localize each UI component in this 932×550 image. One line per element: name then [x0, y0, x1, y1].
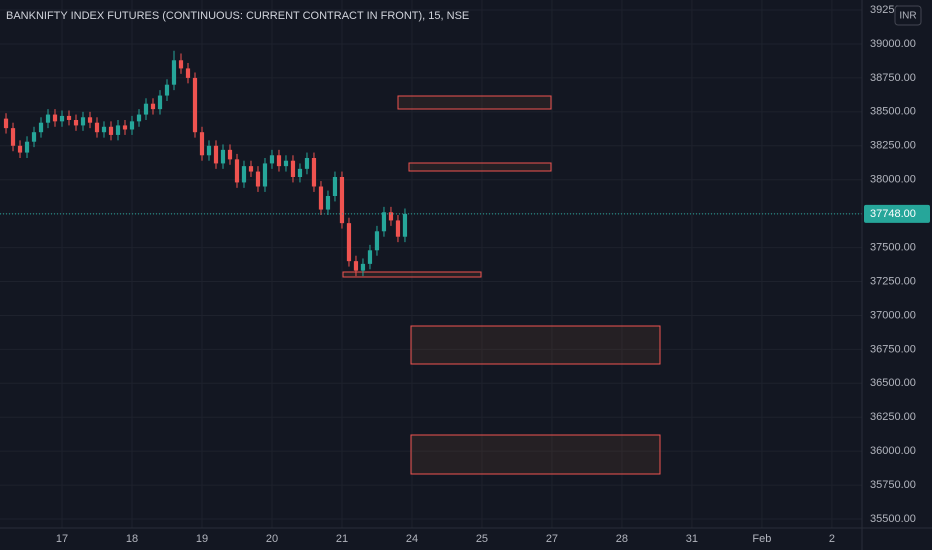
candle-body — [304, 157, 310, 169]
candle-body — [360, 263, 366, 271]
last-price-tag — [864, 204, 930, 223]
x-tick-label: 2 — [829, 533, 835, 545]
candle-body — [402, 213, 408, 237]
candle-body — [94, 122, 100, 133]
x-tick-label: 21 — [336, 533, 348, 545]
candle-body — [332, 176, 338, 196]
chart-title: BANKNIFTY INDEX FUTURES (CONTINUOUS: CUR… — [6, 10, 469, 22]
y-tick-label: 38500.00 — [870, 106, 916, 118]
candle-body — [227, 149, 233, 160]
candle-body — [38, 122, 44, 133]
x-tick-label: 31 — [686, 533, 698, 545]
y-tick-label: 36250.00 — [870, 411, 916, 423]
candle-body — [346, 223, 352, 262]
candle-body — [199, 132, 205, 156]
zone — [410, 325, 661, 365]
candle-body — [283, 160, 289, 167]
candle-body — [150, 103, 156, 110]
x-tick-label: 17 — [56, 533, 68, 545]
currency-button[interactable] — [894, 5, 922, 26]
zone — [408, 162, 552, 172]
y-tick-label: 38750.00 — [870, 72, 916, 84]
last-price-label: 37748.00 — [870, 208, 916, 220]
y-tick-label: 39000.00 — [870, 38, 916, 50]
candle-body — [143, 103, 149, 115]
x-tick-label: 19 — [196, 533, 208, 545]
candle-body — [66, 115, 72, 120]
zone — [342, 271, 482, 278]
candle-body — [255, 171, 261, 187]
x-tick-label: Feb — [752, 533, 771, 545]
candle-body — [59, 115, 65, 122]
candle-body — [269, 155, 275, 164]
candle-body — [52, 114, 58, 122]
x-tick-label: 24 — [406, 533, 418, 545]
x-tick-label: 18 — [126, 533, 138, 545]
y-tick-label: 38000.00 — [870, 174, 916, 186]
grid — [0, 0, 862, 528]
candle-body — [311, 157, 317, 187]
candle-body — [339, 176, 345, 224]
candle-body — [213, 145, 219, 164]
candle-body — [262, 163, 268, 187]
candle-body — [101, 126, 107, 133]
axes: 35500.00 35750.00 36000.00 36250.00 36500.00… — [56, 4, 930, 545]
y-tick-label: 35750.00 — [870, 479, 916, 491]
y-tick-label: 35500.00 — [870, 513, 916, 525]
candle-body — [206, 145, 212, 156]
x-tick-label: 20 — [266, 533, 278, 545]
candle-body — [24, 141, 30, 153]
candles — [0, 50, 862, 277]
y-tick-label: 37500.00 — [870, 241, 916, 253]
y-tick-label: 36750.00 — [870, 343, 916, 355]
candle-body — [164, 84, 170, 96]
y-tick-label: 36000.00 — [870, 445, 916, 457]
candle-body — [241, 166, 247, 183]
candle-body — [185, 68, 191, 78]
candle-body — [297, 168, 303, 177]
zone — [397, 95, 552, 110]
candle-body — [276, 155, 282, 167]
zone — [410, 434, 661, 475]
candle-body — [122, 125, 128, 130]
candle-body — [248, 166, 254, 172]
candle-body — [17, 145, 23, 153]
candle-body — [318, 186, 324, 210]
x-tick-label: 25 — [476, 533, 488, 545]
candle-body — [3, 118, 9, 129]
candle-body — [353, 261, 359, 271]
candle-body — [178, 60, 184, 69]
candle-body — [171, 60, 177, 85]
y-tick-label: 37250.00 — [870, 275, 916, 287]
candle-body — [136, 114, 142, 122]
candle-body — [234, 159, 240, 183]
x-tick-label: 27 — [546, 533, 558, 545]
candle-body — [31, 132, 37, 142]
candle-body — [10, 128, 16, 146]
candle-body — [108, 126, 114, 135]
candle-body — [290, 160, 296, 177]
candle-body — [157, 95, 163, 110]
candle-body — [80, 117, 86, 126]
candle-body — [381, 212, 387, 232]
candle-body — [388, 212, 394, 221]
candle-body — [325, 195, 331, 210]
x-tick-label: 28 — [616, 533, 628, 545]
candle-body — [45, 114, 51, 123]
candle-body — [87, 117, 93, 123]
candle-body — [395, 220, 401, 237]
y-tick-label: 38250.00 — [870, 140, 916, 152]
y-tick-label: 36500.00 — [870, 377, 916, 389]
candle-body — [115, 125, 121, 135]
candle-body — [73, 119, 79, 126]
currency-label[interactable]: INR — [899, 11, 916, 22]
candle-body — [367, 250, 373, 264]
candle-body — [374, 231, 380, 251]
candle-body — [129, 121, 135, 130]
y-tick-label: 37000.00 — [870, 309, 916, 321]
candle-body — [192, 77, 198, 133]
candle-body — [220, 149, 226, 164]
